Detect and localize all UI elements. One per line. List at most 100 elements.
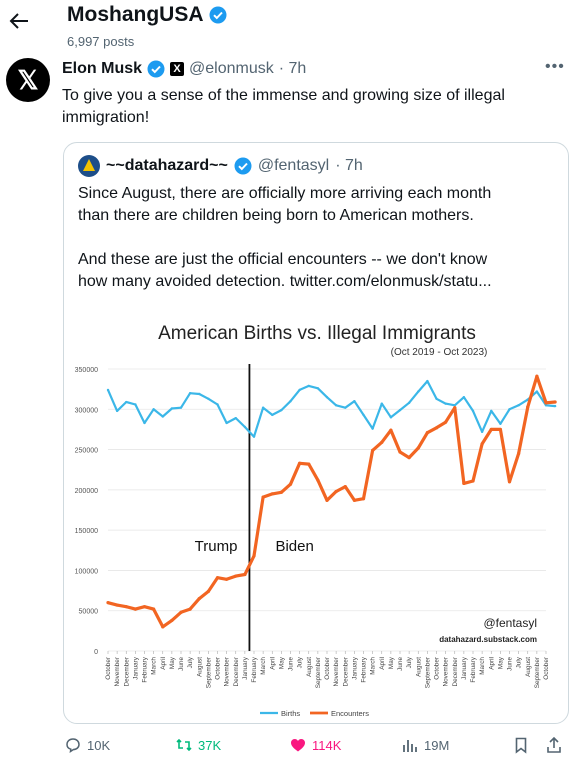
x-tick-label: August [525,657,532,677]
x-tick-label: September [315,656,322,688]
data-point-births [170,407,174,410]
quote-text-line: how many avoided detection. twitter.com/… [78,273,492,290]
x-tick-label: May [388,656,395,669]
data-point-encounters [307,462,311,466]
quoted-post[interactable]: ~~datahazard~~ @fentasyl · 7h Since Augu… [63,142,569,724]
verified-badge-icon [147,60,165,78]
x-tick-label: January [461,656,468,680]
x-tick-label: September [534,656,541,688]
views-icon [403,740,417,752]
x-tick-label: December [233,656,240,686]
x-tick-label: October [543,656,550,680]
author-name[interactable]: Elon Musk [62,60,143,77]
data-point-encounters [380,440,384,444]
x-tick-label: July [297,656,304,668]
profile-name[interactable]: MoshangUSA [67,3,227,27]
x-tick-label: June [507,657,514,671]
post-time[interactable]: · 7h [278,60,307,77]
quote-time[interactable]: · 7h [335,157,363,174]
x-tick-label: June [288,657,295,671]
x-tick-label: June [178,657,185,671]
verified-badge-icon [209,6,227,24]
x-tick-label: March [479,657,486,675]
data-point-births [453,404,456,407]
x-tick-label: April [269,657,276,670]
arrow-left-icon[interactable] [8,10,30,32]
author-handle[interactable]: @elonmusk [189,60,274,77]
y-tick-label: 150000 [75,528,98,535]
views-count: 19M [424,737,450,753]
y-tick-label: 200000 [75,488,98,495]
data-point-births [252,435,256,438]
y-tick-label: 250000 [75,448,98,455]
watermark-site: datahazard.substack.com [439,635,537,644]
x-tick-label: December [452,656,459,686]
y-tick-label: 300000 [75,407,98,414]
legend-label-births: Births [281,709,300,718]
x-tick-label: March [370,657,377,675]
data-point-births [344,406,347,409]
post-text: To give you a sense of the immense and g… [62,87,505,126]
watermark-handle: @fentasyl [483,616,537,630]
data-point-births [152,408,155,411]
x-tick-label: February [361,656,368,682]
data-point-encounters [270,492,274,496]
quote-text-line: And these are just the official encounte… [78,251,488,268]
repost-button[interactable]: 37K [175,736,221,754]
data-point-births [462,396,466,399]
x-tick-label: April [160,657,167,670]
legend-label-encounters: Encounters [331,709,369,718]
post-header: Elon Musk X @elonmusk · 7h [62,58,306,80]
reply-button[interactable]: 10K [64,736,110,754]
data-point-encounters [243,572,247,577]
data-point-encounters [142,605,147,609]
x-tick-label: January [351,656,358,680]
quote-author-name[interactable]: ~~datahazard~~ [106,157,228,174]
x-tick-label: November [114,656,121,686]
reply-count: 10K [87,737,111,753]
quote-text-line: Since August, there are officially more … [78,185,492,202]
annotation-biden: Biden [275,538,313,555]
data-point-births [480,430,484,434]
data-point-births [280,408,283,412]
data-point-encounters [343,485,347,489]
quote-author-handle[interactable]: @fentasyl [257,157,330,174]
series-line-births [106,380,556,438]
data-point-encounters [507,480,512,484]
more-icon[interactable]: ••• [545,58,565,75]
account-name[interactable]: MoshangUSA [67,3,204,26]
data-point-births [125,400,128,404]
data-point-encounters [179,610,183,614]
data-point-encounters [152,607,156,611]
data-point-births [417,390,420,393]
x-tick-label: September [424,656,431,688]
data-point-encounters [398,450,402,454]
data-point-births [535,390,539,393]
data-point-births [115,409,119,413]
data-point-encounters [298,461,302,465]
data-point-encounters [215,576,220,580]
data-point-encounters [371,448,375,452]
data-point-encounters [161,625,165,629]
views-button[interactable]: 19M [401,736,449,754]
x-tick-label: May [169,656,176,669]
data-point-encounters [261,495,265,499]
share-icon [547,736,561,753]
x-tick-label: February [142,656,149,682]
bookmark-button[interactable] [512,736,530,754]
like-button[interactable]: 114K [289,736,341,754]
data-point-births [517,404,520,407]
data-point-births [499,422,502,425]
avatar[interactable]: 𝕏 [6,58,50,102]
x-tick-label: July [187,656,194,668]
x-tick-label: October [434,656,441,680]
quote-avatar[interactable] [78,155,100,177]
bookmark-icon [515,737,527,754]
chart-image[interactable]: American Births vs. Illegal Immigrants (O… [64,311,568,723]
data-point-births [508,408,511,411]
y-tick-label: 100000 [75,568,98,575]
x-tick-label: August [196,657,203,677]
data-point-births [106,388,110,392]
share-button[interactable] [545,736,563,754]
x-tick-label: March [260,657,267,675]
